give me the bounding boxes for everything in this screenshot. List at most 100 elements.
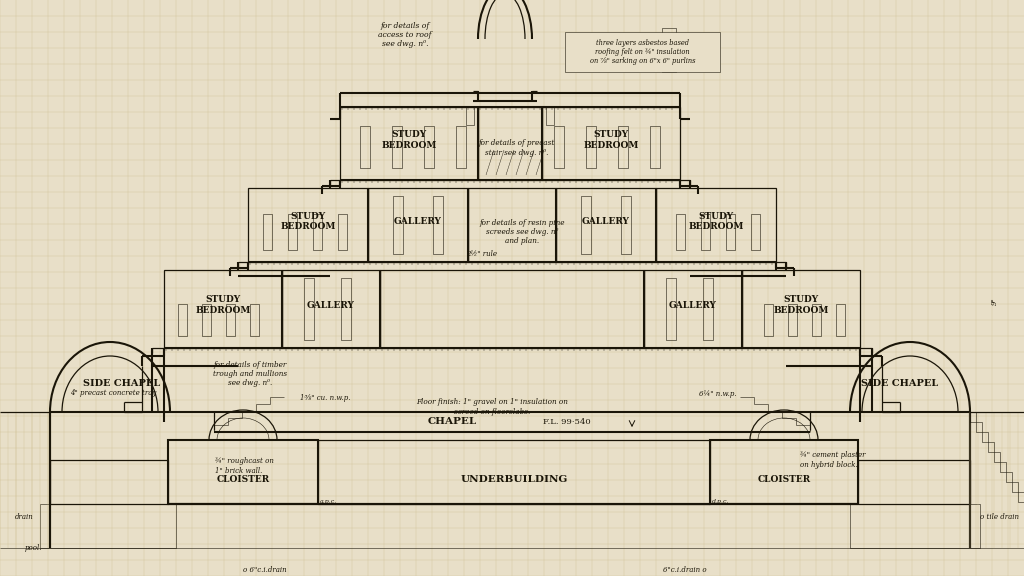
Text: STUDY
BEDROOM: STUDY BEDROOM: [381, 130, 436, 150]
Text: 4" precast concrete tray: 4" precast concrete tray: [70, 389, 157, 397]
Bar: [556, 188, 656, 262]
Text: STUDY
BEDROOM: STUDY BEDROOM: [196, 295, 251, 315]
Bar: [618, 126, 628, 168]
Text: 6¼" n.w.p.: 6¼" n.w.p.: [699, 390, 737, 398]
Text: CLOISTER: CLOISTER: [758, 475, 811, 484]
Bar: [478, 107, 542, 180]
Bar: [565, 32, 720, 72]
Bar: [850, 504, 980, 548]
Bar: [701, 214, 710, 250]
Bar: [710, 440, 858, 504]
Bar: [662, 28, 676, 72]
Bar: [468, 188, 556, 262]
Text: 1⅝" cu. n.w.p.: 1⅝" cu. n.w.p.: [300, 394, 350, 402]
Bar: [318, 440, 710, 504]
Bar: [341, 278, 351, 340]
Bar: [456, 126, 466, 168]
Text: STUDY
BEDROOM: STUDY BEDROOM: [688, 211, 743, 231]
Bar: [676, 214, 685, 250]
Text: for details of
access to roof
see dwg. n⁰.: for details of access to roof see dwg. n…: [378, 22, 432, 48]
Text: STUDY
BEDROOM: STUDY BEDROOM: [584, 130, 639, 150]
Text: o 6"c.i.drain: o 6"c.i.drain: [243, 566, 287, 574]
Text: 2½" rule: 2½" rule: [467, 250, 498, 258]
Bar: [858, 460, 970, 504]
Bar: [313, 214, 322, 250]
Text: a.p.c.: a.p.c.: [319, 498, 337, 503]
Text: o tile drain: o tile drain: [980, 513, 1019, 521]
Bar: [742, 270, 860, 348]
Bar: [202, 304, 211, 336]
Bar: [764, 304, 773, 336]
Bar: [1000, 462, 1006, 472]
Bar: [393, 196, 403, 254]
Text: drain: drain: [15, 513, 34, 521]
Bar: [650, 126, 660, 168]
Bar: [554, 126, 564, 168]
Bar: [812, 304, 821, 336]
Text: UNDERBUILDING: UNDERBUILDING: [461, 475, 567, 484]
Text: GALLERY: GALLERY: [582, 217, 630, 226]
Text: F.L. 99·540: F.L. 99·540: [543, 418, 591, 426]
Bar: [656, 188, 776, 262]
Text: for details of resin pine
screeds see dwg. n⁰
and plan.: for details of resin pine screeds see dw…: [479, 219, 565, 245]
Bar: [1018, 492, 1024, 502]
Text: SIDE CHAPEL: SIDE CHAPEL: [83, 378, 161, 388]
Text: three layers asbestos based
roofing felt on ¾" insulation
on ⅞" sarking on 6"x 6: three layers asbestos based roofing felt…: [590, 39, 695, 65]
Bar: [368, 188, 468, 262]
Text: GALLERY: GALLERY: [669, 301, 717, 310]
Bar: [288, 214, 297, 250]
Bar: [666, 278, 676, 340]
Bar: [50, 460, 168, 504]
Bar: [424, 126, 434, 168]
Bar: [788, 304, 797, 336]
Text: 6"c.i.drain o: 6"c.i.drain o: [664, 566, 707, 574]
Bar: [168, 440, 318, 504]
Text: GALLERY: GALLERY: [307, 301, 355, 310]
Bar: [250, 304, 259, 336]
Text: ¾" cement plaster
on hybrid block.: ¾" cement plaster on hybrid block.: [800, 452, 865, 469]
Bar: [994, 452, 1000, 462]
Bar: [466, 107, 474, 125]
Bar: [248, 188, 368, 262]
Bar: [1012, 482, 1018, 492]
Bar: [988, 442, 994, 452]
Bar: [586, 126, 596, 168]
Bar: [581, 196, 591, 254]
Bar: [970, 412, 976, 422]
Text: for details of timber
trough and mullions
see dwg. n⁰.: for details of timber trough and mullion…: [213, 361, 287, 387]
Text: STUDY
BEDROOM: STUDY BEDROOM: [281, 211, 336, 231]
Bar: [360, 126, 370, 168]
Bar: [178, 304, 187, 336]
Bar: [836, 304, 845, 336]
Text: SIDE CHAPEL: SIDE CHAPEL: [861, 378, 939, 388]
Bar: [644, 270, 742, 348]
Text: CHAPEL: CHAPEL: [427, 418, 476, 426]
Bar: [263, 214, 272, 250]
Bar: [546, 107, 554, 125]
Text: CLOISTER: CLOISTER: [216, 475, 269, 484]
Text: for details of precast
stair see dwg. n⁰.: for details of precast stair see dwg. n⁰…: [479, 139, 555, 157]
Text: Floor finish: 1" gravel on 1" insulation on
screed on floorslabs.: Floor finish: 1" gravel on 1" insulation…: [416, 399, 568, 416]
Bar: [976, 422, 982, 432]
Text: GALLERY: GALLERY: [394, 217, 442, 226]
Bar: [433, 196, 443, 254]
Bar: [40, 504, 176, 548]
Bar: [702, 278, 713, 340]
Bar: [726, 214, 735, 250]
Bar: [751, 214, 760, 250]
Text: pool.: pool.: [25, 544, 43, 552]
Bar: [164, 270, 282, 348]
Bar: [282, 270, 380, 348]
Bar: [380, 270, 644, 348]
Text: 9": 9": [991, 297, 999, 305]
Text: d.p.c.: d.p.c.: [712, 498, 729, 503]
Bar: [982, 432, 988, 442]
Bar: [303, 278, 313, 340]
Bar: [1006, 472, 1012, 482]
Text: ¾" roughcast on
1" brick wall.: ¾" roughcast on 1" brick wall.: [215, 457, 273, 475]
Text: STUDY
BEDROOM: STUDY BEDROOM: [773, 295, 828, 315]
Bar: [340, 107, 478, 180]
Bar: [338, 214, 347, 250]
Bar: [652, 41, 686, 55]
Bar: [621, 196, 631, 254]
